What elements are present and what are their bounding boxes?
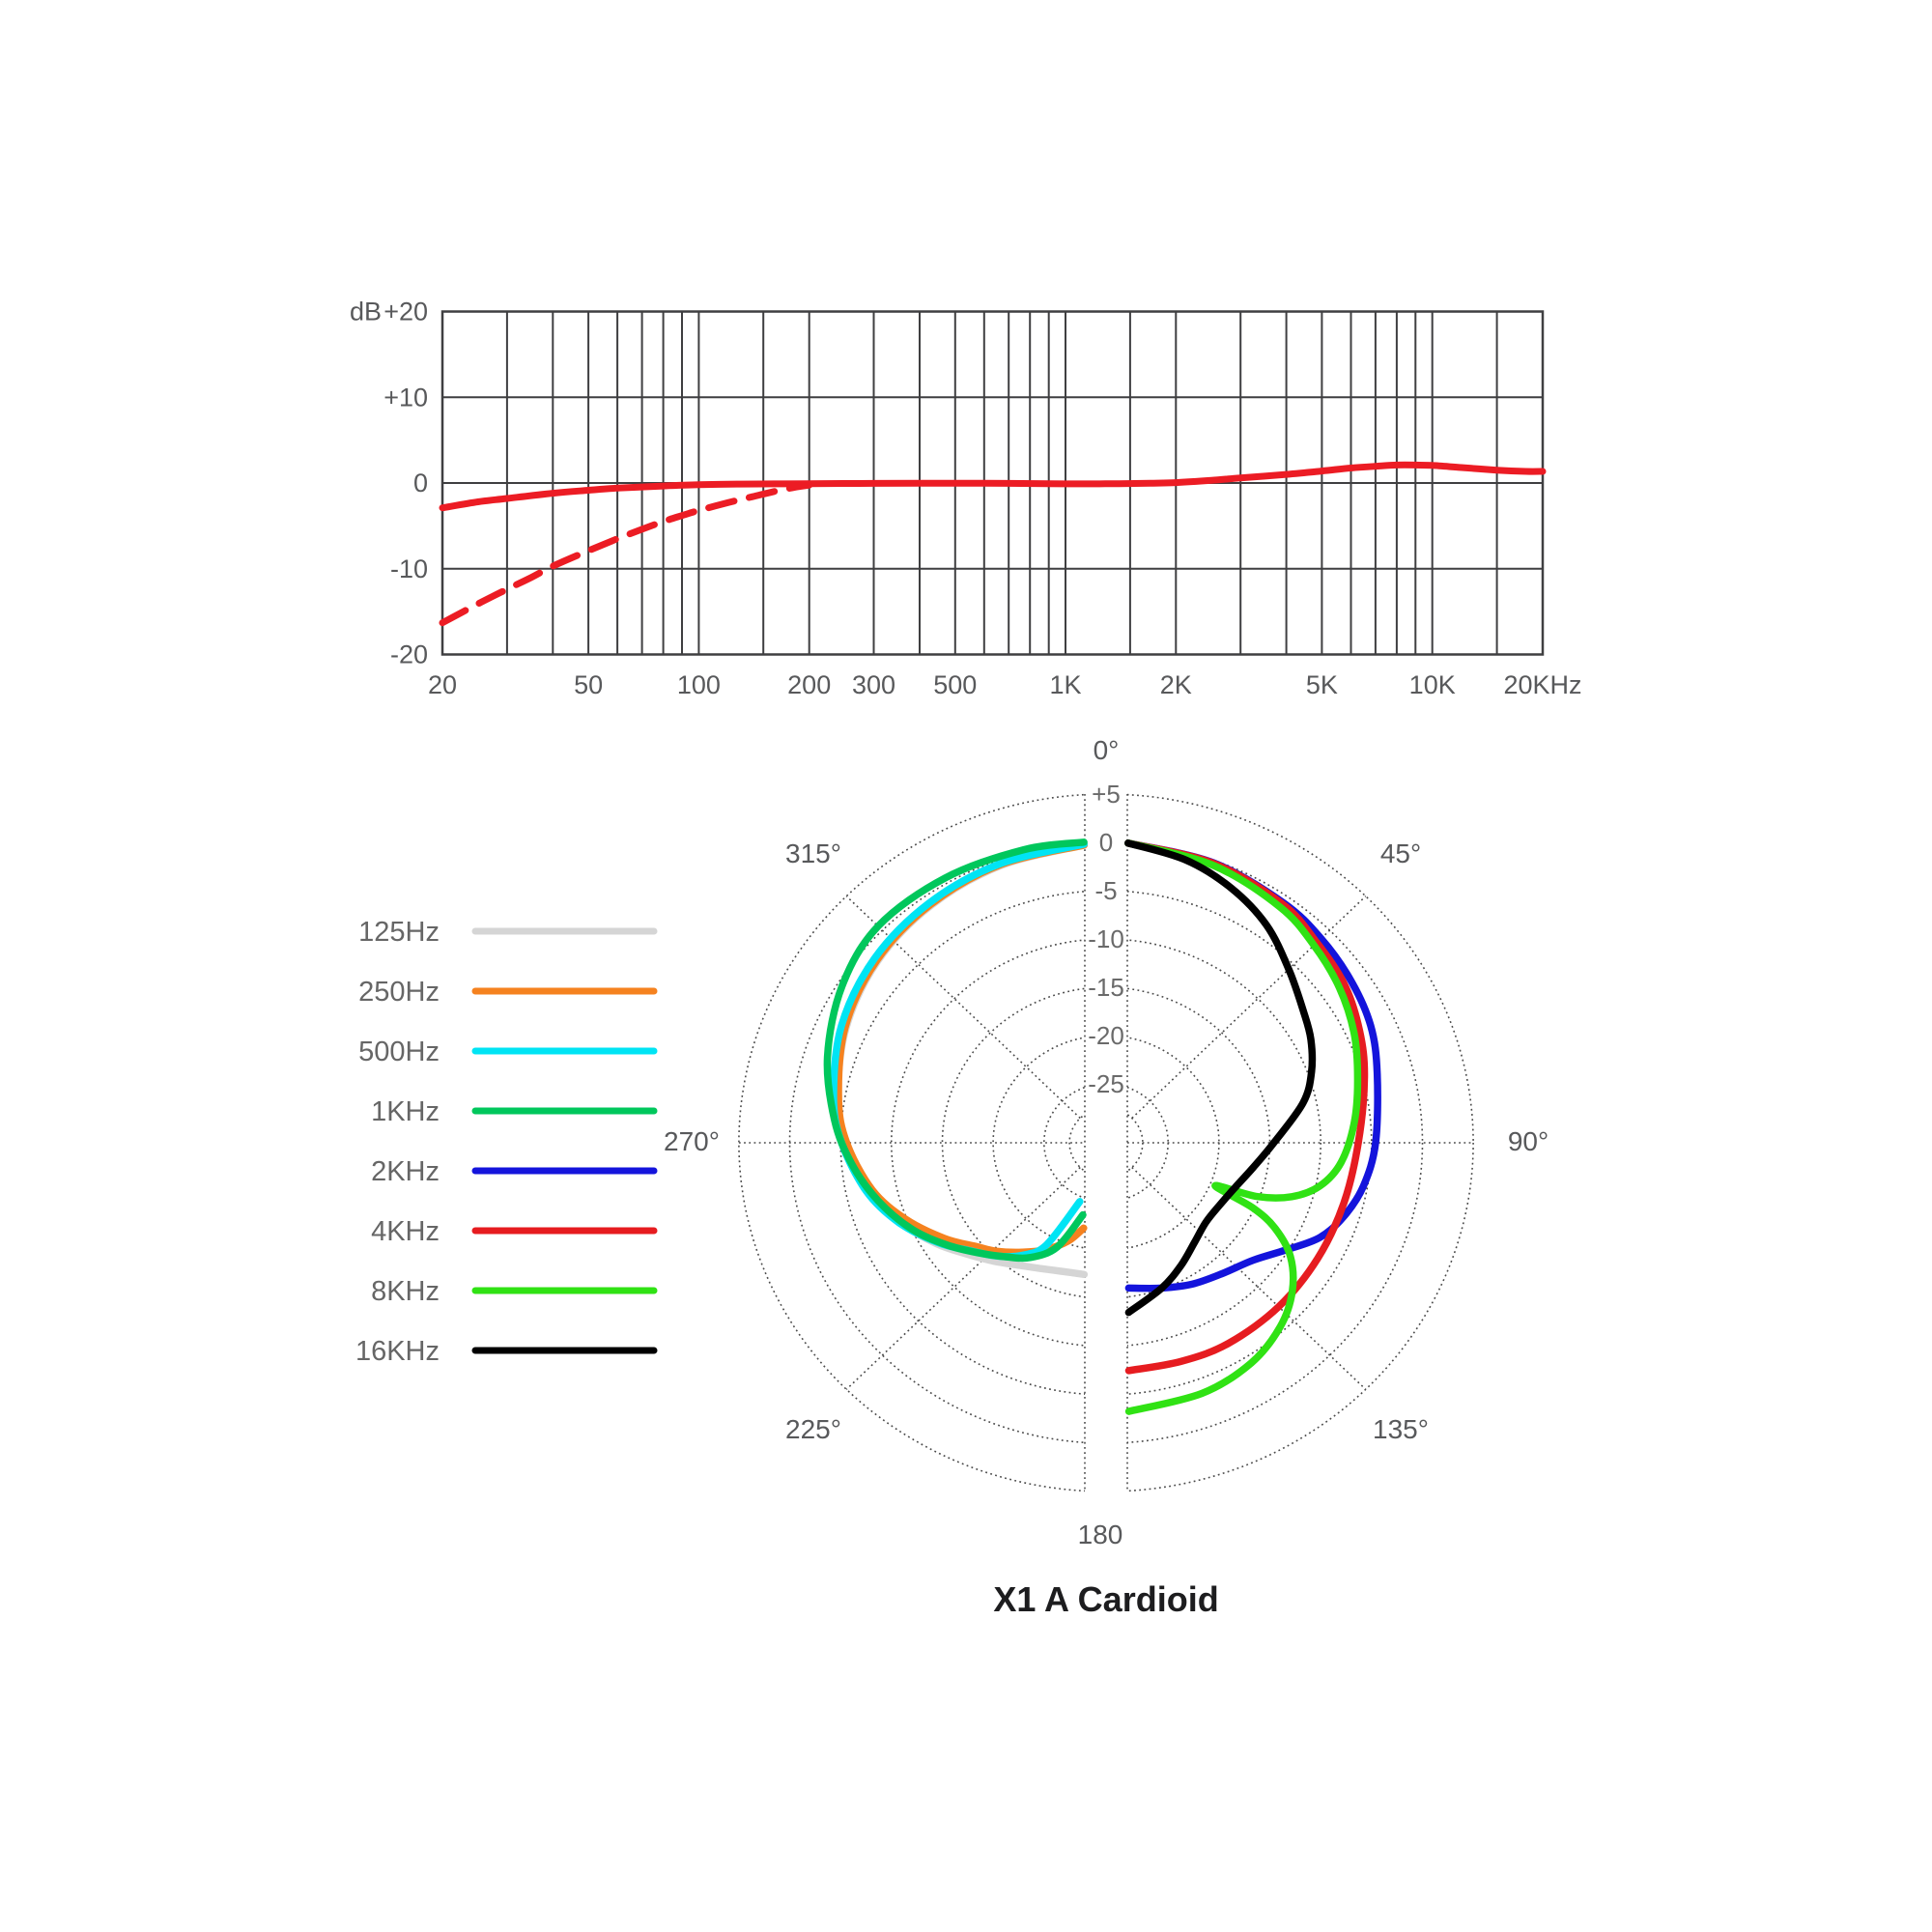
- polar-radials: [738, 895, 1474, 1390]
- polar-angle-label-90: 90°: [1508, 1126, 1548, 1156]
- fr-xtick-label: 100: [677, 670, 721, 699]
- fr-plot-border: [440, 310, 1545, 656]
- fr-xtick-label: 50: [574, 670, 603, 699]
- polar-pattern-chart: +5 0 -5 -10 -15 -20 -25 0° 45° 90° 135° 180 225° 270°…: [664, 735, 1548, 1549]
- legend-item-250hz: 250Hz: [358, 977, 658, 1008]
- fr-xtick-label: 20KHz: [1503, 670, 1581, 699]
- polar-curve-16khz: [1124, 839, 1317, 1317]
- polar-angle-label-270: 270°: [664, 1126, 720, 1156]
- polar-ring-label: -25: [1088, 1069, 1124, 1098]
- fr-ytick-label: +20: [384, 298, 428, 327]
- fr-xtick-label: 20: [428, 670, 457, 699]
- fr-xtick-label: 200: [787, 670, 831, 699]
- fr-curve-on-axis-response: [439, 461, 1547, 512]
- chart-title: X1 A Cardioid: [993, 1579, 1218, 1619]
- frequency-response-chart: +20 +10 0 -10 -20 dB 20 50 100 200 300 500 1K 2K 5K 10K…: [350, 298, 1582, 700]
- fr-xtick-label: 1K: [1049, 670, 1081, 699]
- polar-curve-8khz: [1124, 839, 1362, 1415]
- fr-ytick-label: -10: [390, 554, 428, 583]
- polar-ring-label: +5: [1092, 780, 1121, 809]
- legend-item-4khz: 4KHz: [371, 1216, 658, 1247]
- legend-label: 500Hz: [358, 1037, 440, 1067]
- fr-ytick-label: -20: [390, 640, 428, 669]
- polar-center-gap: [1085, 782, 1127, 1503]
- polar-angle-label-315: 315°: [785, 838, 841, 868]
- polar-curve-125hz: [834, 841, 1089, 1279]
- fr-xtick-label: 500: [933, 670, 977, 699]
- fr-xtick-label: 2K: [1160, 670, 1192, 699]
- polar-ring-label: -5: [1094, 876, 1117, 905]
- legend-label: 250Hz: [358, 977, 440, 1008]
- polar-radial-line: [1131, 1166, 1367, 1390]
- fr-ytick-label: +10: [384, 383, 428, 412]
- legend-item-125hz: 125Hz: [358, 917, 658, 948]
- polar-radial-line: [845, 1166, 1081, 1390]
- polar-ring-label: -20: [1088, 1021, 1124, 1050]
- fr-ytick-label: 0: [413, 469, 428, 497]
- legend-item-1khz: 1KHz: [371, 1096, 658, 1127]
- polar-angle-label-135: 135°: [1373, 1414, 1429, 1444]
- polar-angle-label-0: 0°: [1094, 735, 1120, 765]
- fr-xtick-label: 5K: [1306, 670, 1338, 699]
- polar-ring-label: -10: [1088, 924, 1124, 953]
- polar-curve-250hz: [835, 841, 1089, 1257]
- legend-label: 125Hz: [358, 917, 440, 948]
- fr-ylabel: dB: [350, 298, 382, 327]
- polar-radial-line: [845, 895, 1081, 1120]
- fr-xtick-label: 10K: [1409, 670, 1456, 699]
- fr-xtick-label: 300: [852, 670, 895, 699]
- polar-curve-4khz: [1124, 839, 1369, 1375]
- legend-label: 4KHz: [371, 1216, 440, 1247]
- polar-angle-label-225: 225°: [785, 1414, 841, 1444]
- legend-label: 2KHz: [371, 1156, 440, 1187]
- polar-angle-label-45: 45°: [1380, 838, 1421, 868]
- polar-legend: 125Hz 250Hz 500Hz 1KHz 2KHz 4KHz 8KHz 16KHz: [355, 917, 658, 1367]
- polar-ring: [839, 890, 1373, 1396]
- legend-item-16khz: 16KHz: [355, 1336, 658, 1367]
- polar-ring-label: -15: [1088, 973, 1124, 1002]
- legend-item-500hz: 500Hz: [358, 1037, 658, 1067]
- legend-label: 8KHz: [371, 1276, 440, 1307]
- polar-radial-line: [1131, 895, 1367, 1120]
- polar-curve-1khz: [823, 838, 1088, 1263]
- legend-label: 16KHz: [355, 1336, 440, 1367]
- polar-ring-label: 0: [1099, 828, 1113, 857]
- legend-item-2khz: 2KHz: [371, 1156, 658, 1187]
- legend-item-8khz: 8KHz: [371, 1276, 658, 1307]
- polar-angle-label-180: 180: [1078, 1520, 1123, 1549]
- fr-curve-low-cut-response: [439, 481, 813, 627]
- legend-label: 1KHz: [371, 1096, 440, 1127]
